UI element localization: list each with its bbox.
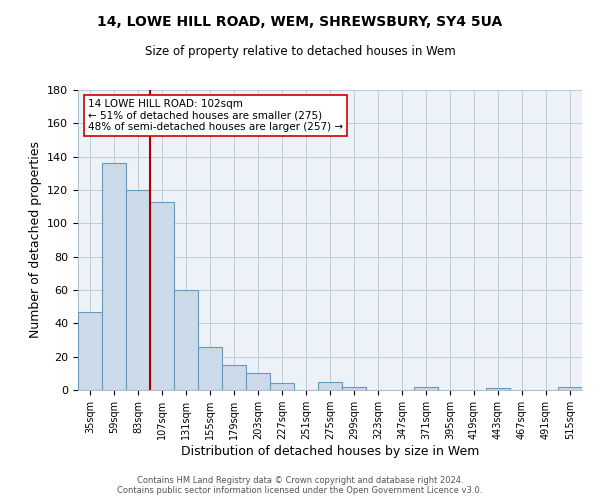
Bar xyxy=(246,374,270,390)
Bar xyxy=(222,365,246,390)
Bar xyxy=(414,386,438,390)
X-axis label: Distribution of detached houses by size in Wem: Distribution of detached houses by size … xyxy=(181,445,479,458)
Text: 14, LOWE HILL ROAD, WEM, SHREWSBURY, SY4 5UA: 14, LOWE HILL ROAD, WEM, SHREWSBURY, SY4… xyxy=(97,15,503,29)
Bar xyxy=(102,164,126,390)
Bar xyxy=(126,190,150,390)
Bar xyxy=(270,384,294,390)
Bar xyxy=(78,312,102,390)
Y-axis label: Number of detached properties: Number of detached properties xyxy=(29,142,41,338)
Bar xyxy=(558,386,582,390)
Bar xyxy=(150,202,174,390)
Text: 14 LOWE HILL ROAD: 102sqm
← 51% of detached houses are smaller (275)
48% of semi: 14 LOWE HILL ROAD: 102sqm ← 51% of detac… xyxy=(88,99,343,132)
Text: Size of property relative to detached houses in Wem: Size of property relative to detached ho… xyxy=(145,45,455,58)
Bar xyxy=(342,386,366,390)
Text: Contains HM Land Registry data © Crown copyright and database right 2024.
Contai: Contains HM Land Registry data © Crown c… xyxy=(118,476,482,495)
Bar xyxy=(486,388,510,390)
Bar xyxy=(174,290,198,390)
Bar xyxy=(198,346,222,390)
Bar xyxy=(318,382,342,390)
